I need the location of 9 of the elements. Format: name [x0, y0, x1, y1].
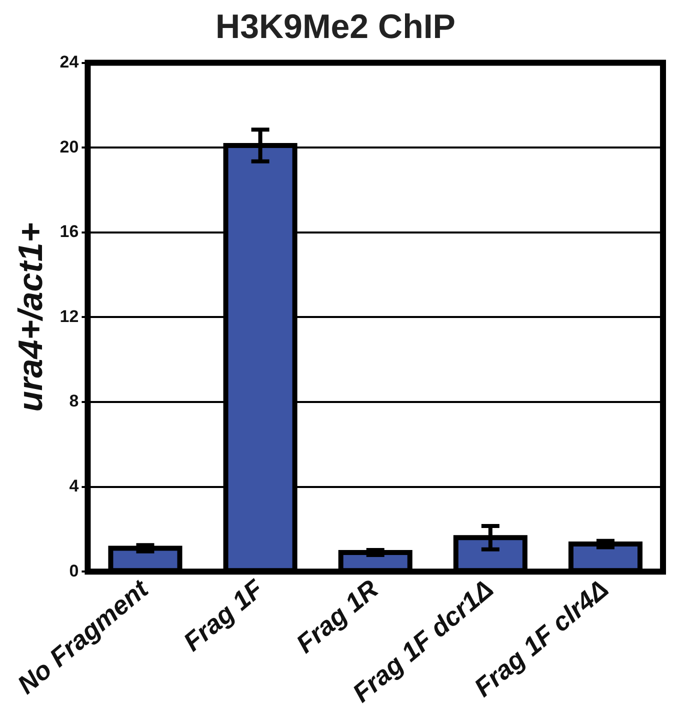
y-tick-label: 4	[69, 476, 80, 496]
y-tick-label: 12	[60, 306, 79, 326]
y-tick-label: 24	[60, 52, 80, 72]
y-axis-title: ura4+/act1+	[12, 222, 50, 412]
y-tick-label: 20	[60, 137, 79, 156]
y-tick-label: 8	[69, 392, 79, 411]
y-tick-label: 0	[69, 561, 79, 580]
y-tick-label: 16	[60, 222, 79, 242]
chart-title: H3K9Me2 ChIP	[216, 8, 456, 46]
